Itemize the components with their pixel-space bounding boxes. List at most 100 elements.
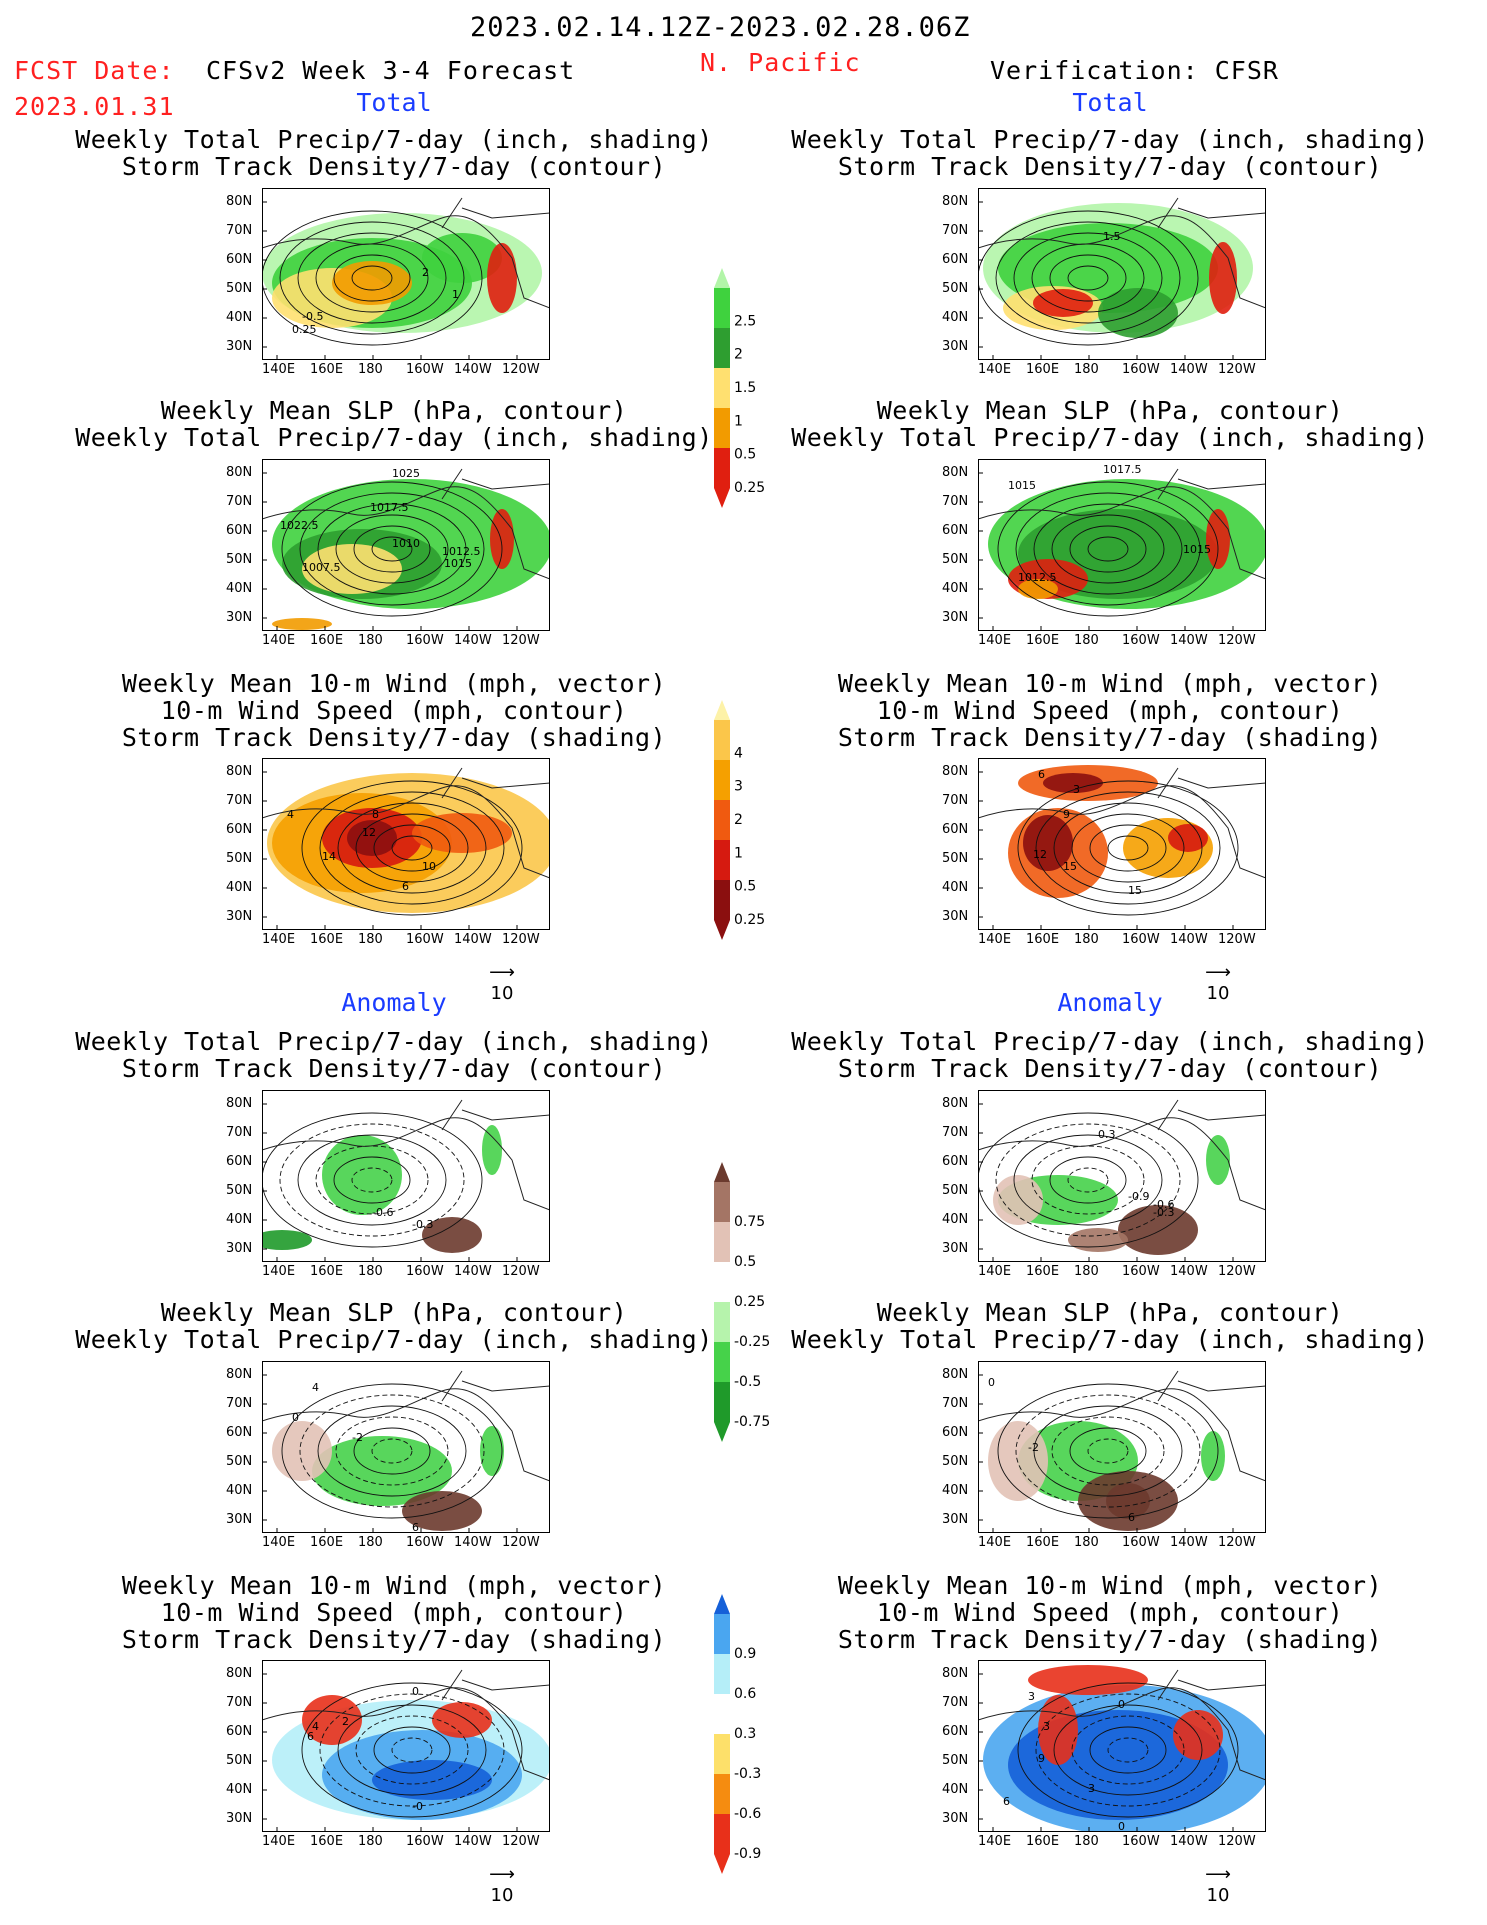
map-panel-r3l: 12 14 10 6 4 8: [262, 758, 550, 930]
lon-label: 180: [1074, 932, 1099, 947]
lat-label: 30N: [942, 339, 969, 354]
contour-label: -0.6: [1153, 1198, 1174, 1211]
title-line: Weekly Total Precip/7-day (inch, shading…: [75, 1027, 713, 1056]
colorbar-tick-label: 0.5: [734, 879, 756, 895]
lon-label: 160W: [406, 633, 444, 648]
contour-label: 3: [1043, 1720, 1050, 1733]
period-title: 2023.02.14.12Z-2023.02.28.06Z: [470, 12, 971, 43]
colorbar-tick-label: 4: [734, 745, 743, 761]
lat-label: 40N: [226, 310, 253, 325]
contour-label: 1022.5: [280, 519, 319, 532]
lon-label: 180: [358, 633, 383, 648]
shading-region: [1168, 824, 1208, 852]
title-line: Weekly Mean SLP (hPa, contour): [160, 1298, 628, 1327]
title-r5r: Weekly Mean SLP (hPa, contour) Weekly To…: [740, 1299, 1480, 1353]
vector-scale-r6l: ⟶ 10: [472, 1864, 532, 1906]
colorbar-cap-bottom: [714, 1422, 730, 1442]
vector-scale-value: 10: [1206, 1885, 1230, 1906]
lon-label: 180: [358, 1834, 383, 1849]
lon-label: 140W: [454, 1535, 492, 1550]
lat-label: 30N: [942, 1241, 969, 1256]
colorbar-segment: [714, 1222, 730, 1262]
contour-label: 6: [412, 1521, 419, 1533]
lon-label: 140W: [454, 1834, 492, 1849]
contour-label: 4: [312, 1720, 319, 1733]
map-border: [978, 459, 1266, 631]
contour-line: [281, 1383, 503, 1519]
lat-label: 60N: [226, 252, 253, 267]
lat-label: 60N: [226, 822, 253, 837]
colorbar-segment: [714, 1814, 730, 1854]
map-border: [262, 1090, 550, 1262]
lat-label: 50N: [942, 1753, 969, 1768]
contour-line: [1069, 525, 1147, 573]
lon-label: 180: [1074, 1264, 1099, 1279]
lon-label: 180: [358, 932, 383, 947]
lat-label: 60N: [226, 1425, 253, 1440]
contour-line: [301, 1682, 523, 1818]
contour-line: [1107, 1737, 1149, 1763]
lon-label: 140E: [262, 633, 296, 648]
map-canvas: 4 -2 6 0: [262, 1361, 550, 1534]
colorbar-segment: [714, 1614, 730, 1654]
contour-line: [315, 1145, 429, 1215]
lon-label: 140W: [454, 633, 492, 648]
contour-label: 0: [292, 1411, 299, 1424]
title-line: 10-m Wind Speed (mph, contour): [160, 1598, 628, 1627]
contour-label: 1012.5: [1018, 571, 1057, 584]
colorbar-segment: [714, 1734, 730, 1774]
lat-label: 70N: [942, 1695, 969, 1710]
contour-label: 2: [422, 266, 429, 279]
coastline: [978, 1099, 1266, 1211]
map-border: [262, 1361, 550, 1533]
contour-line: [317, 503, 467, 595]
shading-region: [347, 820, 397, 856]
lat-label: 70N: [942, 793, 969, 808]
title-line: Storm Track Density/7-day (contour): [837, 152, 1383, 181]
lat-label: 70N: [942, 1125, 969, 1140]
colorbar-segment: [714, 408, 730, 448]
contour-label: -0.5: [302, 310, 323, 323]
colorbar-segment: [714, 1774, 730, 1814]
lat-label: 80N: [942, 1666, 969, 1681]
lat-label: 60N: [942, 523, 969, 538]
contour-label: 9: [1063, 808, 1070, 821]
contour-line: [1017, 780, 1239, 916]
title-line: Storm Track Density/7-day (contour): [837, 1054, 1383, 1083]
colorbar-tick-label: 0.25: [734, 480, 765, 496]
section-anomaly-right: Anomaly: [1057, 988, 1163, 1017]
colorbar-segment: [714, 1182, 730, 1222]
lon-label: 160E: [1026, 1834, 1060, 1849]
contour-line: [1031, 1145, 1145, 1215]
contour-label: 0.25: [292, 323, 317, 336]
shading-region: [1209, 242, 1237, 314]
shading-region: [1206, 1135, 1230, 1185]
lon-label: 180: [1074, 1834, 1099, 1849]
shading-region: [1206, 509, 1230, 569]
lon-label: 120W: [1218, 633, 1256, 648]
coastline: [262, 197, 550, 309]
title-line: Weekly Total Precip/7-day (inch, shading…: [791, 423, 1429, 452]
contour-line: [1067, 1167, 1109, 1193]
shading-region: [1098, 288, 1178, 338]
lon-label: 160E: [1026, 932, 1060, 947]
shading-region: [332, 261, 412, 305]
lon-label: 160W: [406, 932, 444, 947]
shading-region: [422, 1217, 482, 1253]
lon-label: 180: [358, 1535, 383, 1550]
contour-line: [1035, 791, 1221, 905]
contour-line: [351, 1167, 393, 1193]
contour-line: [391, 835, 433, 861]
contour-label: 0: [412, 1685, 419, 1698]
contour-line: [1051, 1416, 1165, 1486]
contour-line: [355, 1715, 469, 1785]
contour-line: [1071, 1715, 1185, 1785]
title-line: Storm Track Density/7-day (shading): [121, 1625, 667, 1654]
lon-label: 140W: [454, 362, 492, 377]
lon-label: 120W: [502, 1264, 540, 1279]
lat-label: 40N: [226, 1212, 253, 1227]
lon-label: 160E: [310, 1535, 344, 1550]
lat-label: 80N: [226, 764, 253, 779]
colorbar-tick-label: -0.5: [734, 1374, 761, 1390]
fcst-date: 2023.01.31: [14, 92, 175, 121]
